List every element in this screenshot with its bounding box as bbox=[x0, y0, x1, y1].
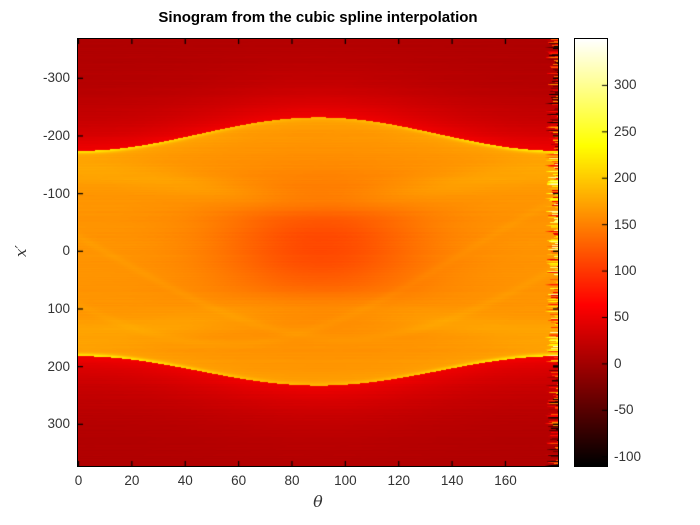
x-axis-label-theta: θ bbox=[313, 492, 323, 511]
colorbar-gradient bbox=[575, 39, 607, 466]
colorbar-tick-label--50: -50 bbox=[614, 402, 634, 418]
x-tick-label-160: 160 bbox=[494, 473, 517, 488]
colorbar-tick-label-0: 0 bbox=[614, 355, 622, 371]
y-tick-label-0: 0 bbox=[62, 243, 70, 259]
colorbar-tick-label-200: 200 bbox=[614, 170, 637, 186]
y-tick-label-300: 300 bbox=[47, 416, 70, 432]
colorbar-tick-label-150: 150 bbox=[614, 216, 637, 232]
y-tick-label-100: 100 bbox=[47, 300, 70, 316]
y-tick-label--200: -200 bbox=[42, 127, 70, 143]
x-tick-label-80: 80 bbox=[284, 473, 300, 488]
plot-area bbox=[77, 38, 559, 467]
colorbar-tick-label-100: 100 bbox=[614, 263, 637, 279]
x-tick-label-60: 60 bbox=[231, 473, 247, 488]
colorbar-tick-label-50: 50 bbox=[614, 309, 630, 325]
x-tick-label-20: 20 bbox=[124, 473, 140, 488]
colorbar-tick-label-250: 250 bbox=[614, 123, 637, 139]
x-tick-label-140: 140 bbox=[440, 473, 464, 488]
x-tick-label-40: 40 bbox=[177, 473, 193, 488]
colorbar bbox=[574, 38, 608, 467]
y-tick-label-200: 200 bbox=[47, 358, 70, 374]
x-tick-label-120: 120 bbox=[387, 473, 410, 488]
sinogram-heatmap-image bbox=[78, 39, 558, 466]
x-tick-label-100: 100 bbox=[334, 473, 357, 488]
y-tick-label--100: -100 bbox=[42, 185, 70, 201]
plot-title: Sinogram from the cubic spline interpola… bbox=[158, 9, 478, 26]
y-axis-label-xprime: x′ bbox=[12, 245, 30, 257]
y-tick-label--300: -300 bbox=[42, 70, 70, 86]
colorbar-tick-label--100: -100 bbox=[614, 448, 642, 464]
colorbar-tick-label-300: 300 bbox=[614, 77, 637, 93]
x-tick-label-0: 0 bbox=[74, 473, 83, 488]
